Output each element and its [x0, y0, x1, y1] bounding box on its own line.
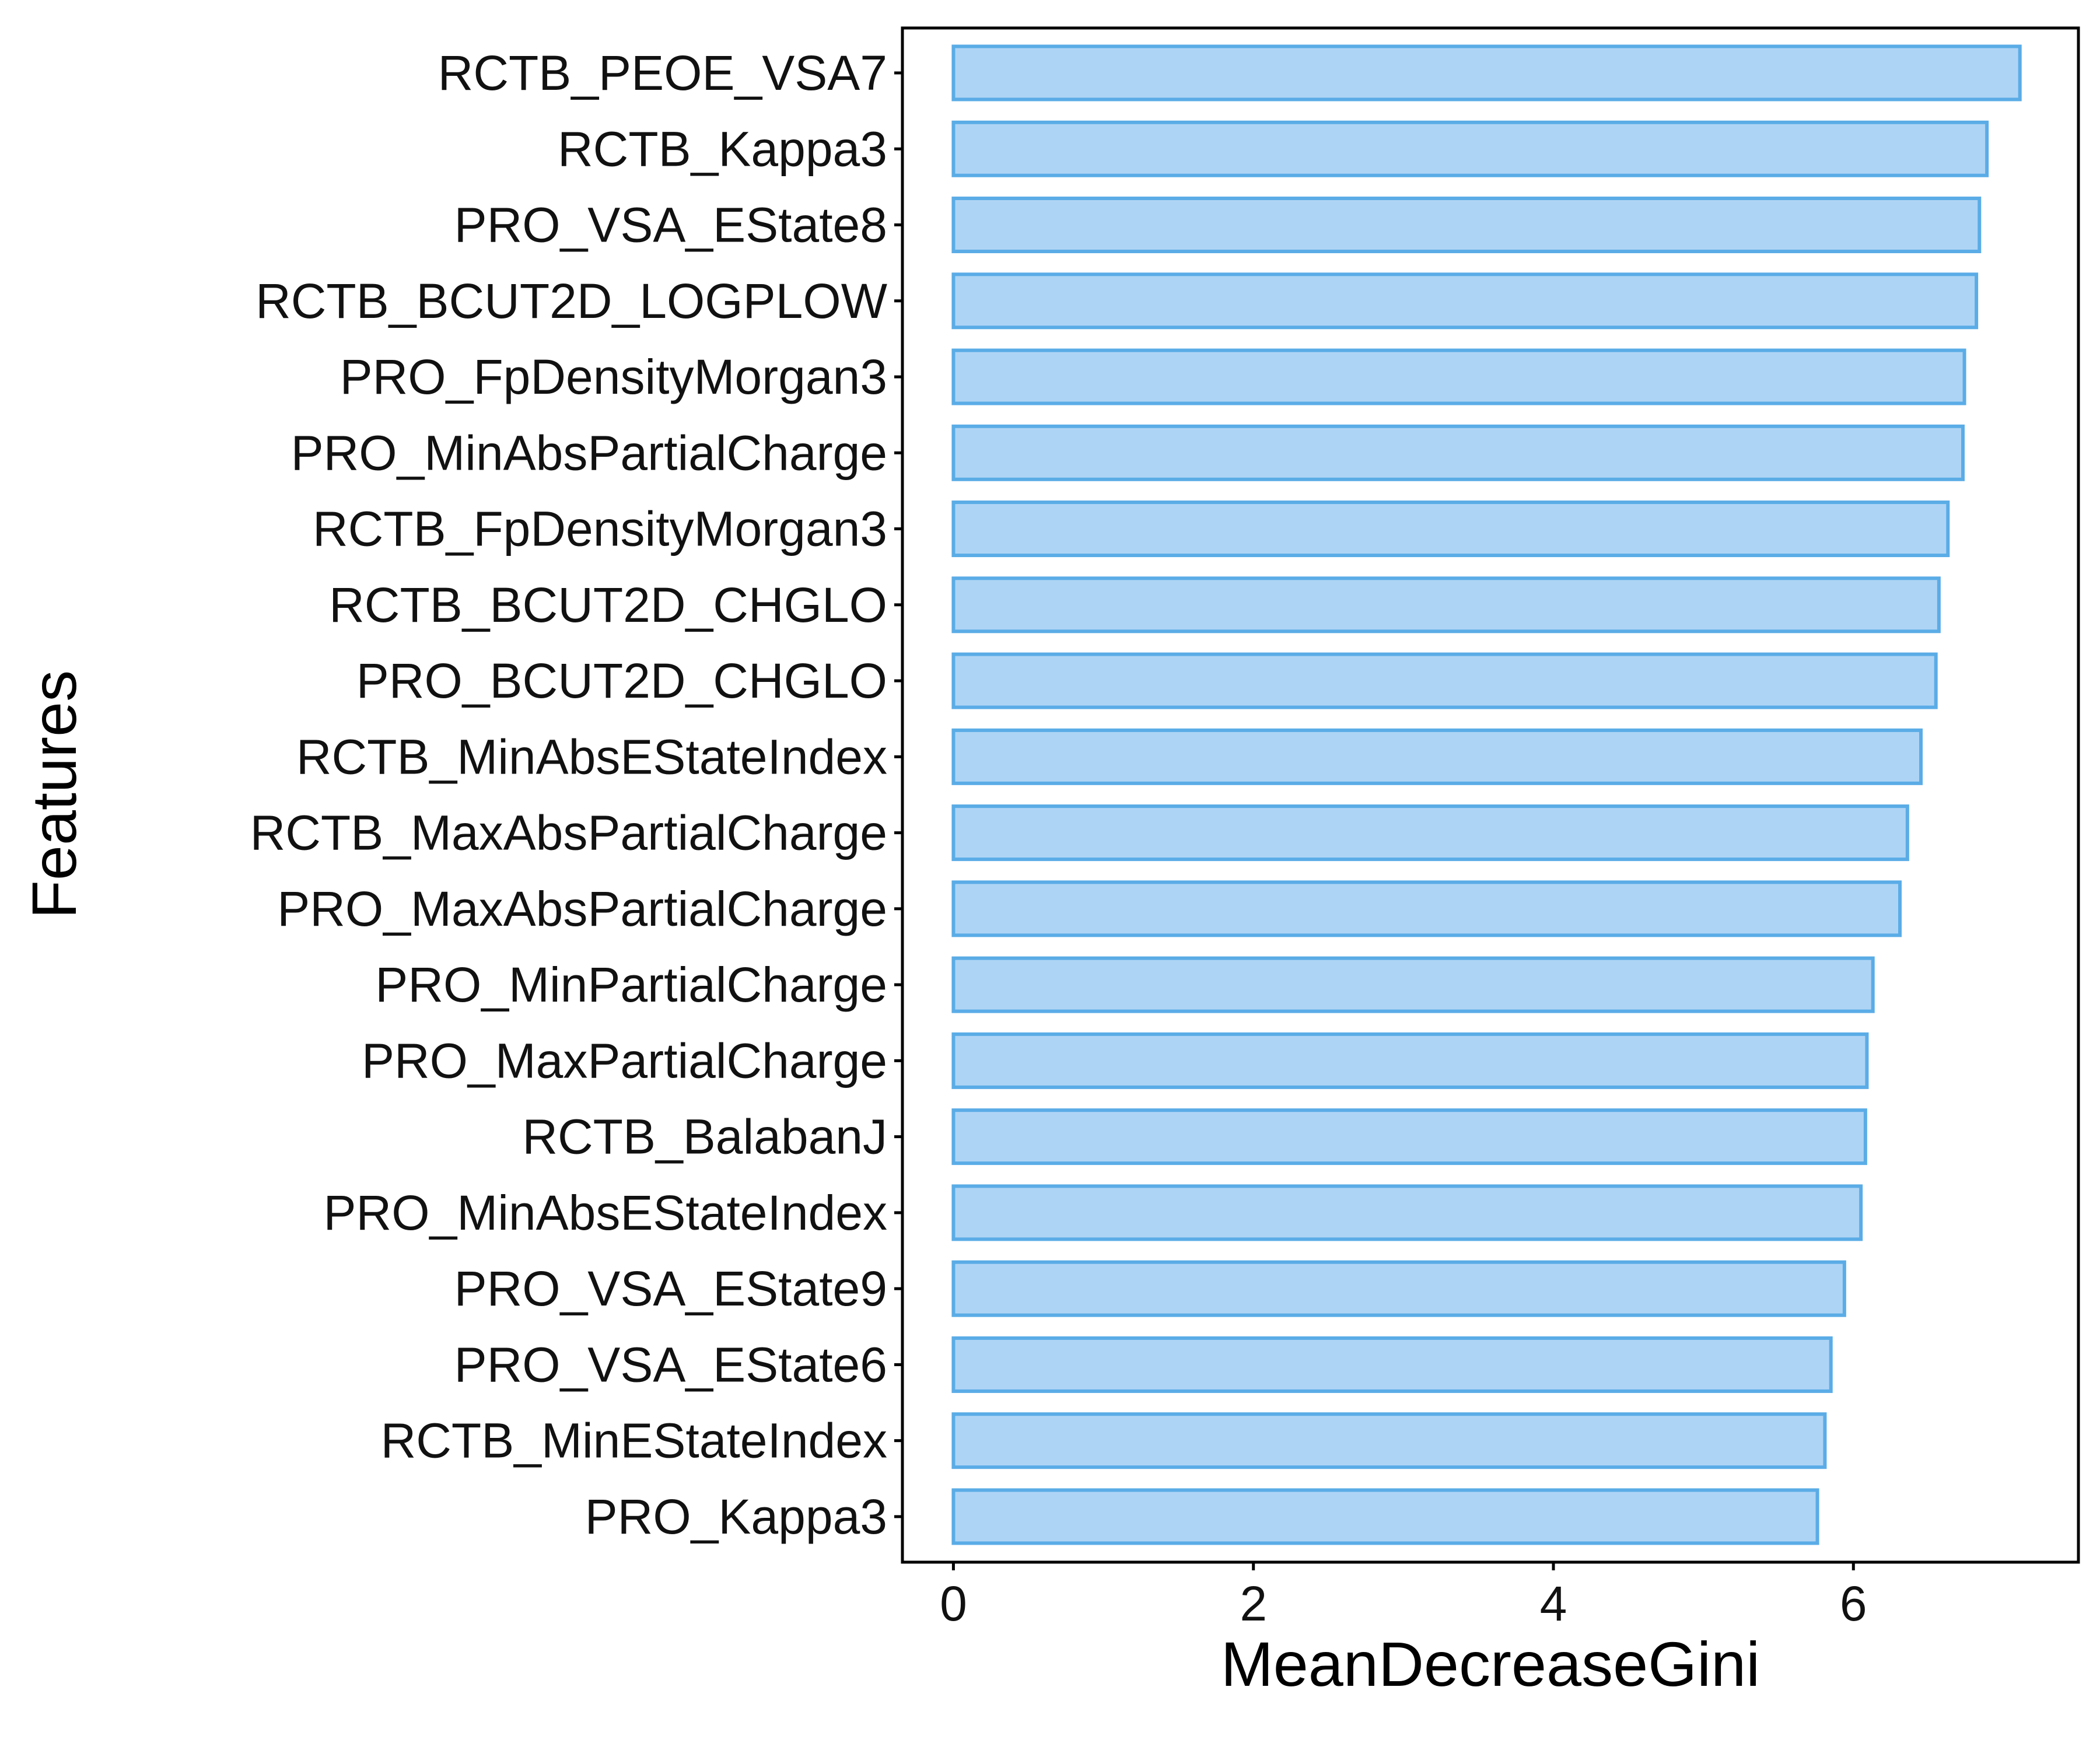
y-tick-label: PRO_BCUT2D_CHGLO	[356, 653, 887, 708]
y-tick-label: PRO_MaxPartialCharge	[362, 1033, 887, 1088]
bar-PRO_VSA_EState9	[951, 1260, 1846, 1317]
bar-RCTB_Kappa3	[951, 120, 1989, 177]
x-tick-label: 2	[1240, 1576, 1267, 1631]
bar-PRO_MinPartialCharge	[951, 956, 1875, 1013]
x-axis-ticks: 0 2 4 6	[940, 1562, 1867, 1631]
bar-PRO_MaxPartialCharge	[951, 1032, 1869, 1089]
y-tick-label: RCTB_MinEStateIndex	[381, 1413, 887, 1468]
bar-RCTB_MinEStateIndex	[951, 1412, 1827, 1469]
y-tick-label: RCTB_MaxAbsPartialCharge	[250, 806, 887, 860]
bar-RCTB_BCUT2D_LOGPLOW	[951, 272, 1979, 330]
bar-PRO_Kappa3	[951, 1488, 1819, 1545]
bar-PRO_MinAbsPartialCharge	[951, 424, 1965, 481]
y-tick-label: RCTB_PEOE_VSA7	[438, 46, 887, 100]
bar-PRO_VSA_EState8	[951, 197, 1982, 254]
y-tick-label: PRO_VSA_EState6	[454, 1337, 887, 1392]
y-tick-label: PRO_MinAbsPartialCharge	[291, 425, 887, 480]
bar-RCTB_BalabanJ	[951, 1108, 1867, 1166]
bar-RCTB_FpDensityMorgan3	[951, 501, 1950, 558]
y-axis-title: Features	[19, 670, 89, 919]
y-tick-label: PRO_MinPartialCharge	[375, 957, 887, 1012]
x-tick-label: 4	[1540, 1576, 1567, 1631]
x-axis-title: MeanDecreaseGini	[1221, 1629, 1760, 1699]
y-tick-label: RCTB_FpDensityMorgan3	[313, 502, 887, 556]
y-tick-label: RCTB_BalabanJ	[522, 1110, 887, 1164]
bar-RCTB_MaxAbsPartialCharge	[951, 804, 1909, 862]
plot-frame	[901, 26, 2080, 1564]
bar-RCTB_BCUT2D_CHGLO	[951, 576, 1941, 634]
bars-layer	[951, 44, 2022, 1545]
bar-PRO_BCUT2D_CHGLO	[951, 652, 1938, 709]
x-tick-label: 0	[940, 1576, 967, 1631]
y-tick-label: PRO_FpDensityMorgan3	[340, 349, 887, 404]
y-tick-label: RCTB_MinAbsEStateIndex	[296, 729, 887, 784]
bar-PRO_FpDensityMorgan3	[951, 348, 1966, 405]
bar-PRO_MinAbsEStateIndex	[951, 1184, 1863, 1241]
y-tick-label: RCTB_BCUT2D_LOGPLOW	[256, 274, 887, 328]
bar-PRO_MaxAbsPartialCharge	[951, 880, 1902, 937]
bar-PRO_VSA_EState6	[951, 1336, 1833, 1393]
y-tick-label: PRO_VSA_EState9	[454, 1261, 887, 1316]
y-tick-label: PRO_VSA_EState8	[454, 198, 887, 253]
bar-RCTB_PEOE_VSA7	[951, 44, 2022, 102]
y-tick-label: PRO_MinAbsEStateIndex	[324, 1185, 888, 1240]
y-tick-label: RCTB_BCUT2D_CHGLO	[329, 578, 887, 632]
y-axis-ticks: RCTB_PEOE_VSA7 RCTB_Kappa3 PRO_VSA_EState8…	[250, 46, 902, 1544]
bar-RCTB_MinAbsEStateIndex	[951, 728, 1923, 785]
y-tick-label: PRO_Kappa3	[585, 1489, 887, 1544]
x-tick-label: 6	[1840, 1576, 1867, 1631]
y-tick-label: RCTB_Kappa3	[558, 121, 887, 176]
y-tick-label: PRO_MaxAbsPartialCharge	[277, 881, 887, 936]
